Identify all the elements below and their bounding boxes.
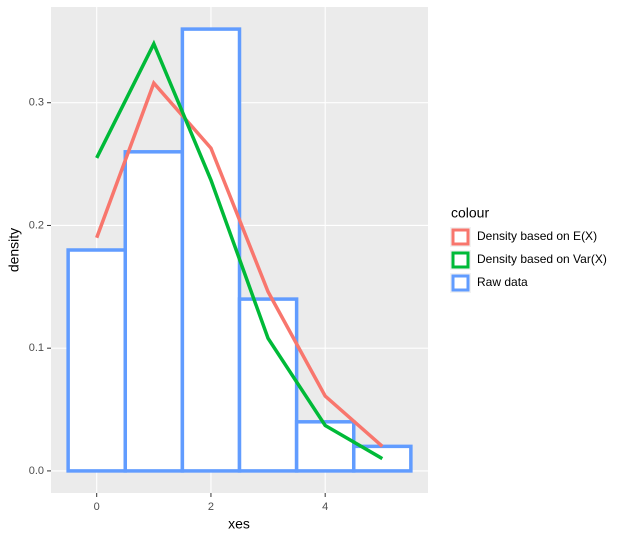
y-tick-label: 0.1 [29, 342, 44, 354]
legend-label: Density based on E(X) [477, 229, 597, 243]
y-tick-label: 0.3 [29, 97, 44, 109]
legend-key [451, 251, 470, 269]
x-tick-label: 0 [94, 501, 100, 513]
histogram-bar [180, 27, 242, 473]
density-line [95, 39, 384, 461]
histogram-bar [123, 150, 185, 473]
x-axis-title: xes [228, 516, 250, 532]
y-tick-label: 0.2 [29, 219, 44, 231]
legend-key [451, 228, 470, 246]
histogram-bar [294, 420, 356, 473]
histogram-bar [351, 444, 413, 473]
legend-label: Raw data [477, 275, 528, 289]
legend-key [451, 274, 470, 292]
histogram-bar [66, 248, 128, 473]
y-tick-label: 0.0 [29, 465, 44, 477]
density-line [95, 79, 384, 448]
y-axis-title: density [6, 228, 22, 272]
x-tick-label: 2 [208, 501, 214, 513]
x-tick-label: 4 [322, 501, 328, 513]
legend-title: colour [451, 205, 489, 221]
legend-label: Density based on Var(X) [477, 252, 607, 266]
